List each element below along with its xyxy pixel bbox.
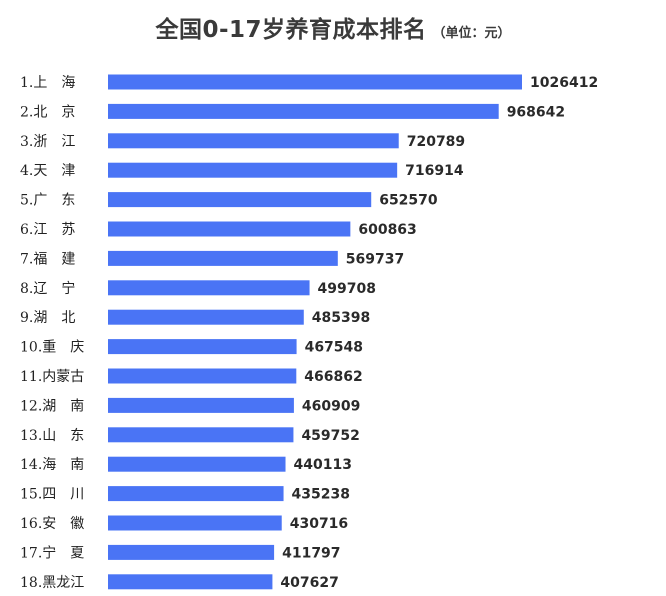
bar <box>108 192 372 208</box>
bar-row: 10.重 庆 467548 <box>20 339 363 356</box>
value-label: 467548 <box>305 340 363 356</box>
bar <box>108 397 294 413</box>
bar <box>108 309 304 325</box>
bar-row: 2.北 京 968642 <box>20 103 565 120</box>
bar-row: 8.辽 宁 499708 <box>20 280 376 297</box>
bar <box>108 515 282 531</box>
value-label: 569737 <box>346 251 404 267</box>
bar <box>108 280 310 296</box>
bar-row: 6.江 苏 600863 <box>20 221 417 238</box>
value-label: 600863 <box>358 222 416 238</box>
bar-row: 12.湖 南 460909 <box>20 397 360 414</box>
bar <box>108 74 522 90</box>
value-label: 430716 <box>290 516 348 532</box>
value-label: 652570 <box>379 193 438 209</box>
category-label: 13.山 东 <box>20 428 84 444</box>
category-label: 9.湖 北 <box>20 310 75 326</box>
value-label: 716914 <box>405 163 464 179</box>
bar <box>108 221 351 237</box>
category-label: 12.湖 南 <box>20 398 84 414</box>
bar <box>108 368 297 384</box>
category-label: 14.海 南 <box>20 457 84 473</box>
bar <box>108 427 294 443</box>
bar <box>108 486 284 502</box>
bar <box>108 456 286 472</box>
category-label: 11.内蒙古 <box>20 369 84 385</box>
category-label: 4.天 津 <box>20 163 75 179</box>
bar <box>108 133 399 149</box>
bar-row: 4.天 津 716914 <box>20 162 464 179</box>
category-label: 17.宁 夏 <box>20 544 84 561</box>
value-label: 499708 <box>318 281 376 297</box>
value-label: 1026412 <box>530 75 598 91</box>
category-label: 2.北 京 <box>20 104 75 120</box>
bar-row: 7.福 建 569737 <box>20 250 404 267</box>
bar-row: 16.安 徽 430716 <box>20 515 348 532</box>
category-label: 7.福 建 <box>20 251 75 267</box>
category-label: 16.安 徽 <box>20 516 84 532</box>
bar-row: 14.海 南 440113 <box>20 456 352 473</box>
value-label: 485398 <box>312 310 370 326</box>
value-label: 720789 <box>407 134 465 150</box>
bar-row: 13.山 东 459752 <box>20 427 360 444</box>
value-label: 407627 <box>280 575 338 591</box>
bar-row: 3.浙 江 720789 <box>20 133 465 150</box>
value-label: 466862 <box>304 369 362 385</box>
category-label: 1.上 海 <box>20 75 75 91</box>
category-label: 18.黑龙江 <box>20 575 84 591</box>
bar <box>108 103 499 119</box>
bar <box>108 162 398 178</box>
bar <box>108 544 275 560</box>
bar <box>108 574 273 590</box>
value-label: 411797 <box>282 545 340 561</box>
value-label: 968642 <box>507 104 565 120</box>
bar-row: 17.宁 夏 411797 <box>20 544 341 561</box>
bar-row: 11.内蒙古 466862 <box>20 368 363 385</box>
bar <box>108 250 338 266</box>
category-label: 10.重 庆 <box>20 340 84 356</box>
value-label: 459752 <box>301 428 359 444</box>
bar-row: 18.黑龙江 407627 <box>20 574 339 591</box>
value-label: 435238 <box>292 487 350 503</box>
value-label: 440113 <box>294 457 352 473</box>
bar-row: 1.上 海 1026412 <box>20 74 598 91</box>
category-label: 5.广 东 <box>20 193 75 209</box>
bar-row: 9.湖 北 485398 <box>20 309 370 326</box>
category-label: 15.四 川 <box>20 487 84 503</box>
category-label: 3.浙 江 <box>20 134 75 150</box>
category-label: 6.江 苏 <box>20 222 75 238</box>
bar-row: 5.广 东 652570 <box>20 192 438 209</box>
chart-title: 全国0-17岁养育成本排名 （单位：元） <box>0 10 666 44</box>
chart-unit-label: （单位：元） <box>432 26 511 41</box>
bar-row: 15.四 川 435238 <box>20 486 350 503</box>
category-label: 8.辽 宁 <box>20 280 75 297</box>
bar <box>108 339 297 355</box>
chart-title-text: 全国0-17岁养育成本排名 <box>155 17 427 43</box>
value-label: 460909 <box>302 398 360 414</box>
